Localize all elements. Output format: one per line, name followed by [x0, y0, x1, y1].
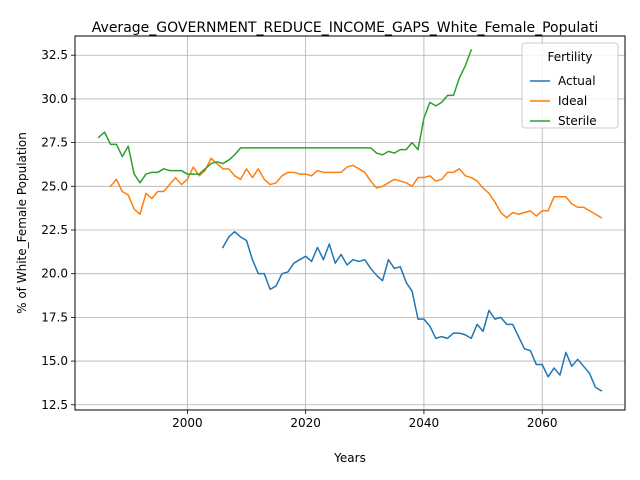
series-line-ideal: [109, 157, 603, 219]
x-tick-label: 2000: [172, 416, 203, 430]
y-tick-label: 17.5: [41, 310, 68, 324]
y-axis-label: % of White_Female Population: [15, 132, 29, 314]
series-line-sterile: [97, 49, 473, 184]
y-tick-label: 30.0: [41, 92, 68, 106]
legend-label-actual: Actual: [558, 74, 596, 88]
plot-frame: [74, 35, 626, 411]
y-tick-label: 20.0: [41, 267, 68, 281]
legend-label-sterile: Sterile: [558, 114, 597, 128]
y-tick-label: 15.0: [41, 354, 68, 368]
legend: Fertility Actual Ideal Sterile: [521, 42, 619, 129]
y-tick-label: 27.5: [41, 136, 68, 150]
x-axis: 2000 2020 2040 2060: [172, 410, 557, 430]
legend-label-ideal: Ideal: [558, 94, 587, 108]
x-tick-label: 2040: [409, 416, 440, 430]
x-tick-label: 2020: [290, 416, 321, 430]
series-group: [97, 49, 603, 392]
x-tick-label: 2060: [527, 416, 558, 430]
y-tick-label: 32.5: [41, 48, 68, 62]
y-tick-label: 22.5: [41, 223, 68, 237]
legend-title: Fertility: [547, 50, 592, 64]
y-tick-label: 12.5: [41, 398, 68, 412]
y-axis: 12.5 15.0 17.5 20.0 22.5 25.0 27.5 30.0 32.5: [41, 48, 75, 412]
series-line-actual: [221, 230, 603, 392]
legend-box: [521, 42, 619, 129]
chart-title: Average_GOVERNMENT_REDUCE_INCOME_GAPS_Wh…: [92, 20, 598, 36]
x-axis-label: Years: [333, 451, 366, 465]
y-tick-label: 25.0: [41, 179, 68, 193]
